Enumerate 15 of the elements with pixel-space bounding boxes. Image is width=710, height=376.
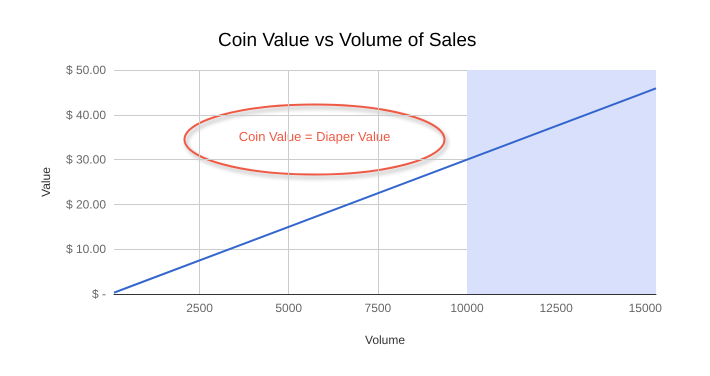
x-axis-title: Volume bbox=[364, 333, 406, 347]
y-tick-label: $ 30.00 bbox=[66, 152, 106, 167]
x-tick-label: 5000 bbox=[275, 301, 302, 315]
y-axis-title: Value bbox=[39, 166, 53, 197]
x-tick-label: 10000 bbox=[450, 301, 484, 315]
y-tick-label: $ 20.00 bbox=[66, 197, 106, 212]
x-tick-label: 2500 bbox=[186, 301, 214, 315]
x-tick-label: 15000 bbox=[628, 301, 662, 315]
chart-title: Coin Value vs Volume of Sales bbox=[218, 30, 476, 51]
y-tick-label: $ 50.00 bbox=[66, 63, 106, 77]
y-tick-label: $ 10.00 bbox=[66, 242, 106, 256]
x-tick-label: 12500 bbox=[539, 301, 574, 315]
y-tick-label: $ 40.00 bbox=[66, 108, 106, 122]
x-tick-label: 7500 bbox=[364, 301, 392, 315]
y-tick-label: $ - bbox=[92, 287, 106, 301]
